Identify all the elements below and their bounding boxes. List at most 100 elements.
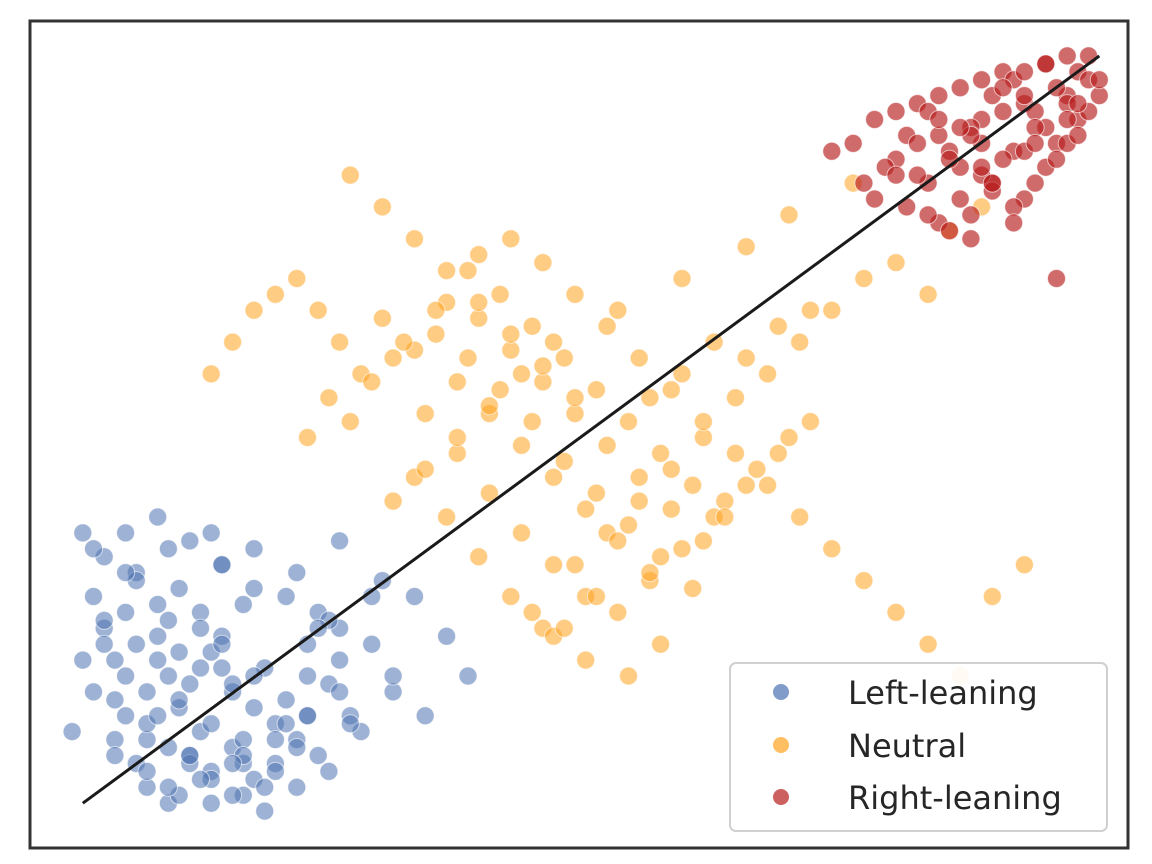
point-neutral [501, 229, 521, 249]
point-neutral [415, 459, 435, 479]
point-neutral [736, 475, 756, 495]
point-neutral [544, 555, 564, 575]
point-neutral [554, 451, 574, 471]
point-right-leaning [1025, 173, 1045, 193]
point-left-leaning [212, 555, 232, 575]
point-neutral [298, 428, 317, 447]
point-left-leaning [255, 777, 275, 797]
point-left-leaning [330, 682, 350, 702]
point-right-leaning [1036, 54, 1056, 74]
point-right-leaning [907, 133, 927, 153]
point-neutral [565, 284, 585, 304]
point-neutral [319, 388, 339, 408]
point-left-leaning [212, 658, 232, 678]
point-left-leaning [223, 754, 243, 773]
point-right-leaning [972, 70, 992, 90]
point-right-leaning [982, 173, 1002, 193]
legend-label-neutral: Neutral [848, 727, 966, 765]
point-left-leaning [148, 507, 168, 527]
point-right-leaning [1025, 118, 1045, 137]
point-neutral [501, 587, 521, 606]
point-left-leaning [148, 595, 168, 614]
legend-label-right-leaning: Right-leaning [848, 779, 1062, 817]
point-neutral [790, 507, 810, 527]
point-neutral [800, 300, 820, 320]
point-left-leaning [276, 714, 296, 734]
point-left-leaning [191, 658, 210, 678]
point-left-leaning [94, 634, 114, 654]
point-neutral [576, 499, 596, 519]
point-neutral [437, 261, 457, 281]
point-left-leaning [169, 690, 189, 710]
point-right-leaning [961, 229, 981, 249]
point-left-leaning [137, 761, 157, 781]
point-neutral [854, 571, 874, 591]
point-neutral [405, 229, 424, 249]
point-neutral [458, 348, 478, 368]
point-neutral [736, 348, 756, 368]
point-right-leaning [993, 149, 1013, 169]
point-right-leaning [1057, 110, 1077, 129]
point-left-leaning [126, 634, 146, 654]
point-left-leaning [287, 563, 307, 583]
point-neutral [565, 404, 585, 424]
legend-box [729, 662, 1108, 832]
point-neutral [490, 284, 510, 304]
point-right-leaning [993, 102, 1013, 121]
point-neutral [469, 245, 489, 265]
point-neutral [522, 602, 542, 622]
point-right-leaning [950, 118, 970, 137]
point-neutral [822, 300, 842, 320]
point-neutral [779, 205, 799, 225]
point-left-leaning [94, 610, 114, 630]
point-right-leaning [886, 165, 906, 185]
point-right-leaning [1004, 197, 1024, 217]
point-left-leaning [116, 563, 136, 583]
points-layer [62, 46, 1109, 821]
point-neutral [651, 443, 671, 463]
point-neutral [619, 412, 638, 432]
point-neutral [415, 404, 435, 424]
point-neutral [715, 491, 735, 511]
point-neutral [501, 340, 521, 360]
point-left-leaning [105, 746, 125, 765]
point-right-leaning [1068, 94, 1088, 114]
point-right-leaning [843, 133, 863, 153]
point-left-leaning [265, 761, 285, 781]
point-right-leaning [822, 141, 842, 161]
point-neutral [672, 269, 692, 288]
point-left-leaning [105, 690, 125, 710]
point-neutral [1014, 555, 1034, 575]
point-left-leaning [84, 539, 103, 559]
legend-marker-left-leaning [773, 684, 789, 700]
point-right-leaning [886, 102, 906, 121]
point-neutral [533, 372, 553, 392]
point-right-leaning [972, 157, 992, 177]
point-neutral [458, 261, 478, 281]
point-left-leaning [330, 531, 350, 551]
legend: Left-leaning Neutral Right-leaning [729, 662, 1108, 832]
point-neutral [693, 412, 713, 432]
point-left-leaning [158, 539, 178, 559]
point-neutral [330, 332, 350, 352]
point-left-leaning [223, 785, 243, 805]
point-neutral [747, 459, 767, 479]
point-neutral [586, 483, 606, 503]
point-neutral [619, 666, 638, 686]
point-neutral [533, 253, 553, 273]
point-neutral [800, 412, 820, 432]
point-neutral [383, 348, 403, 368]
point-neutral [469, 292, 489, 312]
point-neutral [661, 459, 681, 479]
point-neutral [693, 428, 713, 447]
point-left-leaning [362, 634, 382, 654]
point-neutral [608, 602, 628, 622]
point-left-leaning [437, 626, 457, 646]
point-left-leaning [158, 777, 178, 797]
point-neutral [768, 443, 788, 463]
point-left-leaning [340, 714, 360, 734]
point-right-leaning [1068, 125, 1088, 145]
point-left-leaning [212, 634, 232, 654]
point-neutral [672, 539, 692, 559]
